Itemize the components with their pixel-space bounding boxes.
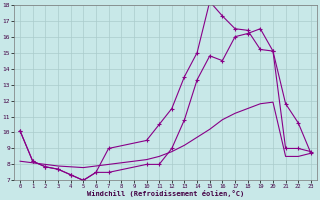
X-axis label: Windchill (Refroidissement éolien,°C): Windchill (Refroidissement éolien,°C): [87, 190, 244, 197]
